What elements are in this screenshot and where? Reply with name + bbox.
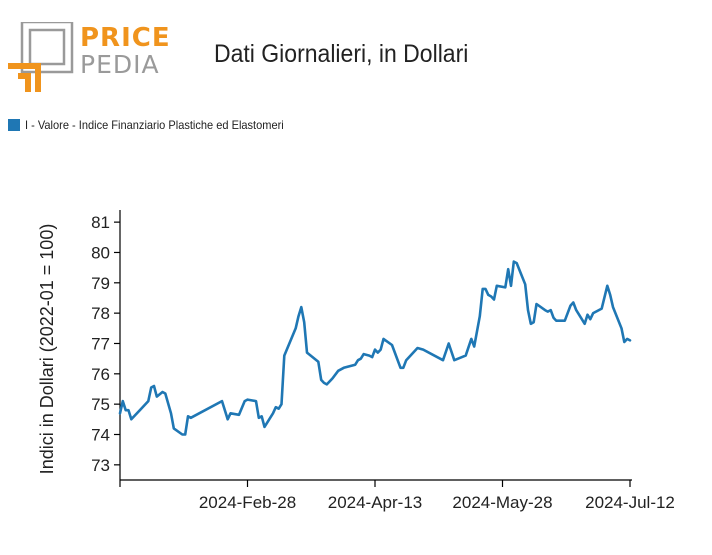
legend-label: I - Valore - Indice Finanziario Plastich…	[25, 118, 284, 132]
legend-swatch	[8, 119, 20, 131]
y-tick-label: 75	[91, 395, 110, 414]
y-tick-label: 80	[91, 243, 110, 262]
chart-title: Dati Giornalieri, in Dollari	[214, 40, 469, 68]
y-tick-label: 78	[91, 304, 110, 323]
y-tick-label: 73	[91, 456, 110, 475]
logo-text-pedia: PEDIA	[80, 50, 160, 79]
y-tick-label: 77	[91, 334, 110, 353]
pricepedia-logo: PRICE PEDIA	[8, 22, 171, 92]
series-line	[118, 260, 632, 436]
x-tick-label: 2024-Jul-12	[585, 493, 675, 512]
x-tick-label: 2024-Feb-28	[199, 493, 296, 512]
y-tick-label: 79	[91, 274, 110, 293]
x-tick-label: 2024-May-28	[452, 493, 552, 512]
logo-mark-icon	[8, 22, 74, 92]
legend: I - Valore - Indice Finanziario Plastich…	[8, 118, 306, 132]
logo-text-price: PRICE	[80, 23, 171, 53]
y-tick-label: 76	[91, 365, 110, 384]
y-tick-label: 74	[91, 425, 110, 444]
y-tick-label: 81	[91, 213, 110, 232]
x-tick-label: 2024-Apr-13	[328, 493, 423, 512]
y-axis-title: Indici in Dollari (2022-01 = 100)	[37, 224, 57, 475]
